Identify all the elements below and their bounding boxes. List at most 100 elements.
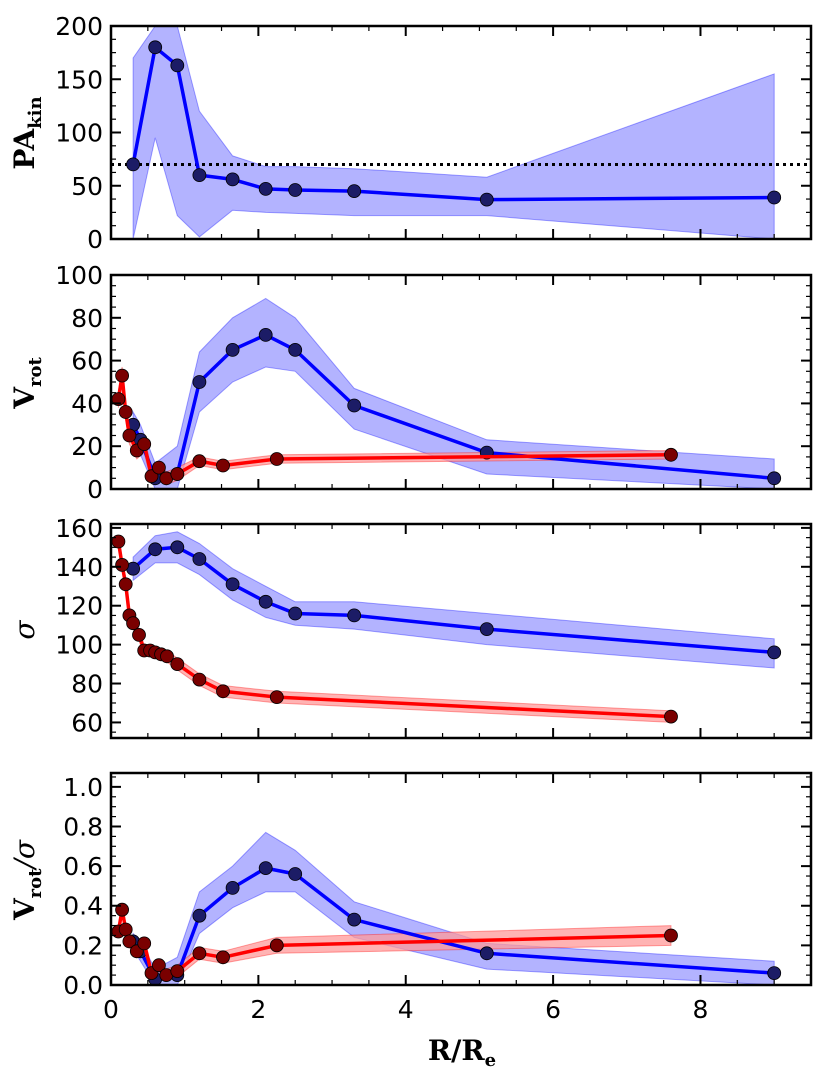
data-point	[126, 157, 141, 172]
data-point	[269, 452, 284, 466]
y-tick-label: 40	[71, 389, 103, 418]
data-point	[258, 181, 273, 196]
data-point	[192, 168, 207, 183]
data-point	[479, 946, 494, 961]
data-point	[192, 552, 207, 566]
y-tick-label: 160	[55, 514, 103, 543]
y-axis-label-sub: rot	[25, 868, 46, 898]
data-point	[288, 342, 303, 357]
y-tick-label: 200	[55, 12, 103, 41]
data-point	[225, 577, 240, 592]
x-tick-label: 0	[103, 995, 119, 1024]
data-point	[115, 368, 129, 383]
y-axis-label: Vrot	[8, 357, 46, 410]
data-point	[126, 616, 141, 631]
data-point	[216, 458, 230, 473]
data-point	[192, 375, 207, 389]
x-tick-label: 6	[545, 995, 561, 1024]
data-point	[111, 534, 126, 549]
y-tick-label: 20	[71, 432, 103, 461]
y-tick-label: 0	[87, 475, 103, 504]
data-point	[269, 690, 284, 704]
x-axis-label: R/Re	[428, 1034, 496, 1071]
data-point	[132, 628, 146, 642]
y-axis-label-main: V	[8, 897, 41, 921]
y-tick-label: 100	[55, 631, 103, 660]
x-tick-label: 8	[693, 995, 709, 1024]
y-tick-label: 80	[71, 670, 103, 699]
data-point	[118, 577, 133, 592]
data-point	[122, 428, 137, 443]
data-point	[160, 649, 174, 664]
data-point	[288, 183, 303, 197]
series-line-1	[131, 545, 775, 655]
data-point	[170, 467, 185, 481]
y-tick-label: 80	[71, 304, 103, 333]
data-point	[225, 172, 240, 187]
panel-2: 0 20 40 60 80 100 Vrot	[8, 261, 813, 504]
y-tick-label: 0.8	[63, 812, 103, 841]
data-point	[216, 684, 230, 699]
axes-frame	[109, 522, 813, 740]
y-tick-label: 150	[55, 65, 103, 94]
y-tick-label: 0.6	[63, 852, 103, 881]
y-tick-label: 60	[71, 708, 103, 737]
y-axis-label-sub: kin	[25, 96, 46, 128]
y-axis-label-sub: rot	[25, 357, 46, 387]
data-point	[216, 950, 230, 965]
data-point	[258, 327, 273, 342]
data-point	[148, 542, 163, 557]
data-point	[118, 405, 133, 419]
y-tick-label: 0.0	[63, 971, 103, 1000]
data-point	[347, 398, 362, 413]
y-tick-label: 0.2	[63, 931, 103, 960]
data-point	[664, 447, 678, 462]
x-axis-label-sub: e	[485, 1050, 496, 1071]
panel-1: 0 50 100 150 200 PAkin	[8, 12, 813, 254]
data-point	[767, 471, 782, 486]
y-tick-label: 60	[71, 347, 103, 376]
data-point	[170, 540, 185, 555]
y-axis-label-main: PA	[8, 128, 41, 170]
x-tick-label: 2	[250, 995, 266, 1024]
data-point	[258, 861, 273, 875]
data-point	[347, 608, 362, 623]
data-point	[137, 437, 152, 452]
y-axis-label: Vrot/σ	[8, 839, 46, 921]
y-tick-label: 50	[71, 172, 103, 201]
data-point	[192, 946, 207, 961]
data-point	[170, 58, 185, 73]
panel-3: 60 80 100 120 140 160 σ	[8, 514, 813, 740]
x-tick-label: 4	[398, 995, 414, 1024]
data-point	[258, 594, 273, 609]
data-point	[664, 928, 678, 943]
data-point	[664, 709, 678, 724]
data-point	[288, 867, 303, 881]
data-point	[767, 966, 782, 980]
data-point	[192, 908, 207, 923]
y-axis-label-main: σ	[8, 620, 41, 640]
uncertainty-band-1	[132, 531, 775, 669]
data-point	[347, 184, 362, 199]
plot-area	[111, 831, 782, 985]
data-point	[148, 40, 163, 55]
data-point	[115, 558, 129, 572]
data-point	[192, 454, 207, 469]
data-point	[767, 190, 782, 205]
data-point	[137, 936, 152, 951]
y-axis-label-main: V	[8, 386, 41, 410]
data-point	[479, 622, 494, 636]
data-point	[225, 881, 240, 895]
data-point	[288, 606, 303, 621]
data-point	[479, 192, 494, 207]
series-line-1	[131, 45, 775, 202]
y-axis-label-suffix: /σ	[8, 839, 41, 871]
data-point	[269, 938, 284, 953]
data-point	[118, 922, 133, 937]
axes-frame	[109, 771, 813, 987]
plot-area	[111, 26, 811, 239]
y-tick-label: 100	[55, 261, 103, 290]
x-axis-label-main: R/R	[428, 1034, 485, 1067]
data-point	[170, 964, 185, 978]
